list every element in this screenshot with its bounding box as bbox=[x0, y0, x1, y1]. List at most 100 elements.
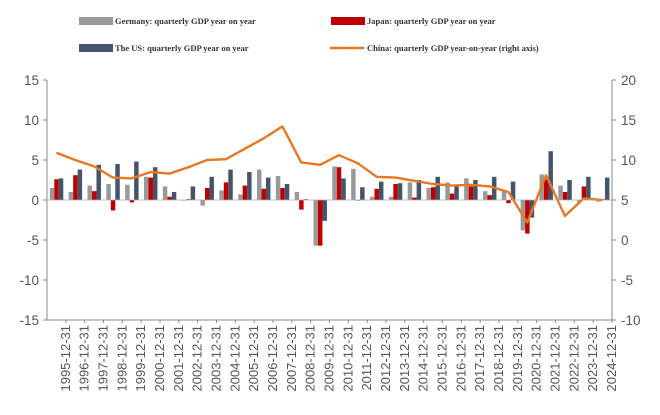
left-tick-label: 15 bbox=[24, 73, 39, 88]
x-tick-label: 2006-12-31 bbox=[265, 325, 280, 392]
legend-swatch bbox=[79, 17, 113, 25]
bar-the-us bbox=[209, 176, 214, 200]
bar-the-us bbox=[115, 164, 120, 200]
bar-the-us bbox=[473, 180, 478, 200]
x-tick-label: 2014-12-31 bbox=[416, 325, 431, 392]
x-tick-label: 1999-12-31 bbox=[133, 325, 148, 392]
bar-the-us bbox=[247, 172, 252, 200]
bar-the-us bbox=[284, 184, 290, 200]
left-tick-label: -10 bbox=[19, 273, 39, 288]
bar-japan bbox=[506, 200, 511, 204]
bar-germany bbox=[275, 176, 281, 200]
bar-germany bbox=[106, 184, 111, 200]
x-tick-label: 2016-12-31 bbox=[453, 325, 468, 392]
bar-germany bbox=[256, 169, 262, 200]
bar-japan bbox=[204, 188, 210, 200]
bar-the-us bbox=[567, 180, 572, 200]
x-tick-label: 1997-12-31 bbox=[96, 325, 111, 392]
bar-japan bbox=[562, 192, 568, 200]
x-tick-label: 2015-12-31 bbox=[435, 325, 450, 392]
bar-germany bbox=[313, 200, 318, 246]
bar-the-us bbox=[378, 181, 384, 200]
bar-japan bbox=[412, 197, 417, 200]
bar-japan bbox=[543, 179, 549, 200]
bar-japan bbox=[167, 196, 172, 200]
right-tick-label: -5 bbox=[621, 273, 633, 288]
bar-japan bbox=[91, 191, 97, 200]
bar-japan bbox=[393, 184, 398, 200]
bar-japan bbox=[487, 195, 492, 200]
bar-the-us bbox=[586, 176, 591, 200]
right-tick-label: 0 bbox=[621, 233, 629, 248]
bar-germany bbox=[482, 191, 488, 200]
right-tick-label: 5 bbox=[621, 193, 629, 208]
x-tick-label: 2012-12-31 bbox=[378, 325, 393, 392]
legend-label: Germany: quarterly GDP year on year bbox=[115, 16, 256, 26]
bar-the-us bbox=[510, 181, 516, 200]
x-tick-label: 1996-12-31 bbox=[77, 325, 92, 392]
bar-japan bbox=[449, 193, 455, 200]
bar-japan bbox=[54, 179, 59, 200]
bar-germany bbox=[219, 190, 224, 200]
bar-the-us bbox=[435, 176, 440, 200]
bar-japan bbox=[336, 167, 342, 200]
bar-the-us bbox=[228, 169, 233, 200]
right-tick-label: 20 bbox=[621, 73, 636, 88]
bar-the-us bbox=[322, 200, 327, 221]
bar-germany bbox=[445, 182, 450, 200]
bar-germany bbox=[200, 200, 205, 206]
legend-swatch bbox=[331, 17, 365, 25]
bar-germany bbox=[49, 188, 55, 200]
x-tick-label: 2000-12-31 bbox=[152, 325, 167, 392]
legend: Germany: quarterly GDP year on year Japan… bbox=[79, 16, 539, 53]
x-tick-label: 2008-12-31 bbox=[303, 325, 318, 392]
left-tick-label: -5 bbox=[27, 233, 39, 248]
bar-germany bbox=[369, 196, 375, 200]
bar-germany bbox=[294, 192, 300, 200]
bar-japan bbox=[223, 182, 229, 200]
left-tick-label: 0 bbox=[31, 193, 39, 208]
bar-japan bbox=[129, 200, 135, 203]
bar-germany bbox=[558, 185, 563, 200]
x-tick-label: 2005-12-31 bbox=[246, 325, 261, 392]
right-tick-label: 10 bbox=[621, 153, 636, 168]
x-tick-label: 2002-12-31 bbox=[190, 325, 205, 392]
bar-series-group bbox=[49, 151, 610, 246]
bar-japan bbox=[148, 177, 153, 200]
bar-japan bbox=[581, 186, 587, 200]
left-axis: 15 10 5 0 -5 -10 -15 bbox=[19, 73, 47, 328]
x-tick-label: 2004-12-31 bbox=[227, 325, 242, 392]
x-tick-label: 1995-12-31 bbox=[58, 325, 73, 392]
bar-the-us bbox=[548, 151, 553, 200]
bar-japan bbox=[299, 200, 304, 210]
bar-the-us bbox=[171, 192, 177, 200]
bar-germany bbox=[351, 168, 356, 200]
bar-the-us bbox=[96, 164, 101, 200]
bar-the-us bbox=[416, 180, 422, 200]
x-tick-label: 2018-12-31 bbox=[491, 325, 506, 392]
bar-japan bbox=[110, 200, 116, 211]
bar-the-us bbox=[134, 161, 139, 200]
x-tick-label: 1998-12-31 bbox=[114, 325, 129, 392]
x-tick-label: 2007-12-31 bbox=[284, 325, 299, 392]
legend-label: China: quarterly GDP year-on-year (right… bbox=[367, 43, 539, 53]
bar-germany bbox=[426, 188, 431, 200]
x-tick-label: 2017-12-31 bbox=[472, 325, 487, 392]
bar-germany bbox=[87, 185, 92, 200]
bar-the-us bbox=[360, 187, 365, 200]
x-tick-label: 2024-12-31 bbox=[604, 325, 619, 392]
bar-germany bbox=[162, 186, 168, 200]
x-tick-label: 2020-12-31 bbox=[529, 325, 544, 392]
bar-germany bbox=[332, 166, 337, 200]
x-tick-label: 2021-12-31 bbox=[548, 325, 563, 392]
bar-the-us bbox=[604, 177, 610, 200]
bar-germany bbox=[125, 184, 130, 200]
x-tick-label: 2001-12-31 bbox=[171, 325, 186, 392]
legend-label: Japan: quarterly GDP year on year bbox=[367, 16, 496, 26]
bar-japan bbox=[374, 188, 379, 200]
right-tick-label: 15 bbox=[621, 113, 636, 128]
bar-the-us bbox=[454, 185, 459, 200]
bar-germany bbox=[407, 182, 413, 200]
left-tick-label: 5 bbox=[31, 153, 39, 168]
